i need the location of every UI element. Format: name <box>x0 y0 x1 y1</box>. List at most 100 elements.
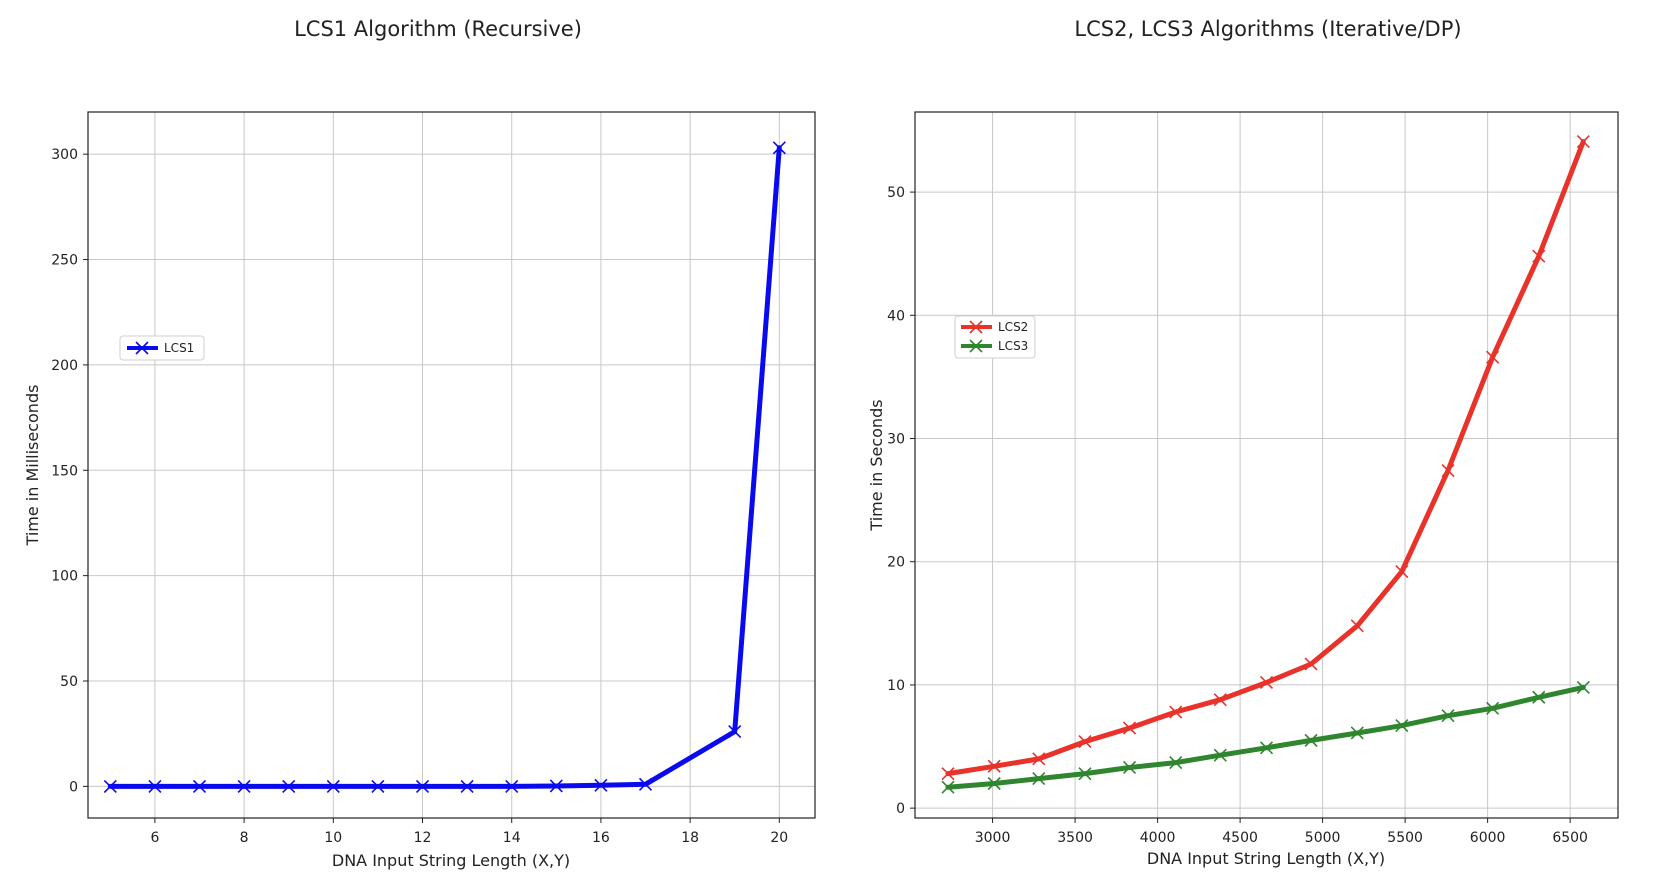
y-tick-label: 250 <box>51 253 78 269</box>
y-tick-label: 300 <box>51 147 78 163</box>
data-point-lcs3 <box>1532 690 1546 704</box>
data-point-lcs3 <box>1441 709 1455 723</box>
data-point-lcs3 <box>1122 760 1137 775</box>
data-point-lcs3 <box>1576 680 1590 694</box>
x-tick-label: 12 <box>414 830 432 846</box>
chart-left: LCS1 Algorithm (Recursive) 6 8 10 12 14 16 18 2… <box>23 17 816 870</box>
x-tick-label: 8 <box>240 830 249 846</box>
chart-left-x-axis-label: DNA Input String Length (X,Y) <box>332 851 570 870</box>
data-point-lcs3 <box>1486 701 1500 715</box>
x-tick-label: 6500 <box>1552 830 1588 846</box>
x-tick-label: 3000 <box>975 830 1011 846</box>
chart-right-plot-frame <box>914 111 1619 819</box>
x-tick-label: 10 <box>324 830 342 846</box>
legend-marker-lcs2 <box>969 320 983 334</box>
x-tick-label: 18 <box>681 830 699 846</box>
data-point-lcs3 <box>1259 741 1274 755</box>
x-tick-label: 6000 <box>1470 830 1506 846</box>
chart-left-title: LCS1 Algorithm (Recursive) <box>294 17 582 41</box>
data-point-lcs3 <box>1350 726 1364 740</box>
y-tick-label: 20 <box>887 555 905 571</box>
data-point-lcs3 <box>987 776 1001 791</box>
y-tick-label: 30 <box>887 432 905 448</box>
data-point-lcs1 <box>103 779 117 793</box>
x-tick-label: 14 <box>503 830 521 846</box>
chart-left-plot-frame <box>87 111 816 819</box>
x-tick-label: 6 <box>150 830 159 846</box>
legend-entry-lcs2: LCS2 <box>998 320 1028 334</box>
data-point-lcs1 <box>638 777 653 791</box>
data-point-lcs2 <box>1576 135 1590 149</box>
y-tick-label: 10 <box>887 678 905 694</box>
legend-marker-lcs3 <box>969 339 983 353</box>
data-point-lcs1 <box>549 779 563 793</box>
data-point-lcs1 <box>415 779 430 793</box>
y-tick-label: 100 <box>51 569 78 585</box>
chart-right-series <box>941 135 1590 794</box>
data-point-lcs2 <box>1395 565 1409 579</box>
data-point-lcs2 <box>1304 657 1318 671</box>
legend-box <box>119 335 205 361</box>
y-tick-label: 50 <box>887 185 905 201</box>
data-point-lcs2 <box>1486 350 1500 364</box>
data-point-lcs2 <box>1213 693 1227 707</box>
x-tick-label: 4500 <box>1222 830 1258 846</box>
x-tick-label: 4000 <box>1140 830 1176 846</box>
data-point-lcs1 <box>728 725 742 739</box>
data-point-lcs2 <box>1350 619 1364 633</box>
data-point-lcs3 <box>1395 719 1409 733</box>
chart-right-grid <box>915 112 1618 818</box>
data-point-lcs1 <box>148 779 162 793</box>
data-point-lcs3 <box>1032 772 1046 786</box>
chart-left-legend: LCS1 <box>119 335 205 361</box>
data-point-lcs2 <box>1259 675 1274 690</box>
x-tick-label: 3500 <box>1057 830 1093 846</box>
data-point-lcs3 <box>1213 748 1227 762</box>
chart-right-legend: LCS2 LCS3 <box>954 315 1036 359</box>
chart-left-y-axis-label: Time in Milliseconds <box>23 385 42 547</box>
chart-left-grid <box>88 112 815 818</box>
y-tick-label: 150 <box>51 463 78 479</box>
data-point-lcs2 <box>1078 735 1092 749</box>
data-point-lcs2 <box>1441 463 1455 478</box>
x-tick-label: 5500 <box>1387 830 1423 846</box>
data-point-lcs1 <box>326 779 340 793</box>
data-point-lcs3 <box>1078 767 1092 781</box>
data-point-lcs1 <box>594 778 608 792</box>
legend-entry-lcs1: LCS1 <box>164 341 194 355</box>
data-point-lcs1 <box>460 779 474 793</box>
chart-right-title: LCS2, LCS3 Algorithms (Iterative/DP) <box>1074 17 1461 41</box>
data-point-lcs1 <box>237 779 251 793</box>
chart-right-ticks: 3000 3500 4000 4500 5000 5500 6000 6500 0 10 20 30 4… <box>887 185 1588 846</box>
chart-right: LCS2, LCS3 Algorithms (Iterative/DP) 300… <box>867 17 1619 868</box>
data-point-lcs3 <box>1169 755 1183 770</box>
chart-right-y-axis-label: Time in Seconds <box>867 399 886 531</box>
data-point-lcs2 <box>941 767 955 781</box>
data-point-lcs3 <box>941 780 955 794</box>
series-line-lcs1 <box>107 145 782 789</box>
y-tick-label: 200 <box>51 358 78 374</box>
data-point-lcs2 <box>1032 752 1046 766</box>
data-point-lcs1 <box>282 779 296 793</box>
chart-left-series <box>103 141 786 793</box>
data-point-lcs1 <box>192 779 207 793</box>
data-point-lcs2 <box>1122 721 1137 735</box>
x-tick-label: 20 <box>770 830 788 846</box>
data-point-lcs2 <box>1532 249 1546 263</box>
legend-marker-lcs1 <box>135 341 149 355</box>
data-point-lcs2 <box>987 759 1001 773</box>
legend-entry-lcs3: LCS3 <box>998 339 1028 353</box>
y-tick-label: 0 <box>69 779 78 795</box>
data-point-lcs1 <box>371 779 385 793</box>
y-tick-label: 40 <box>887 308 905 324</box>
data-point-lcs1 <box>772 141 786 155</box>
data-point-lcs1 <box>505 779 519 793</box>
x-tick-label: 16 <box>592 830 610 846</box>
data-point-lcs2 <box>1169 705 1183 719</box>
data-point-lcs3 <box>1304 733 1318 747</box>
x-tick-label: 5000 <box>1305 830 1341 846</box>
y-tick-label: 0 <box>896 801 905 817</box>
y-tick-label: 50 <box>60 674 78 690</box>
